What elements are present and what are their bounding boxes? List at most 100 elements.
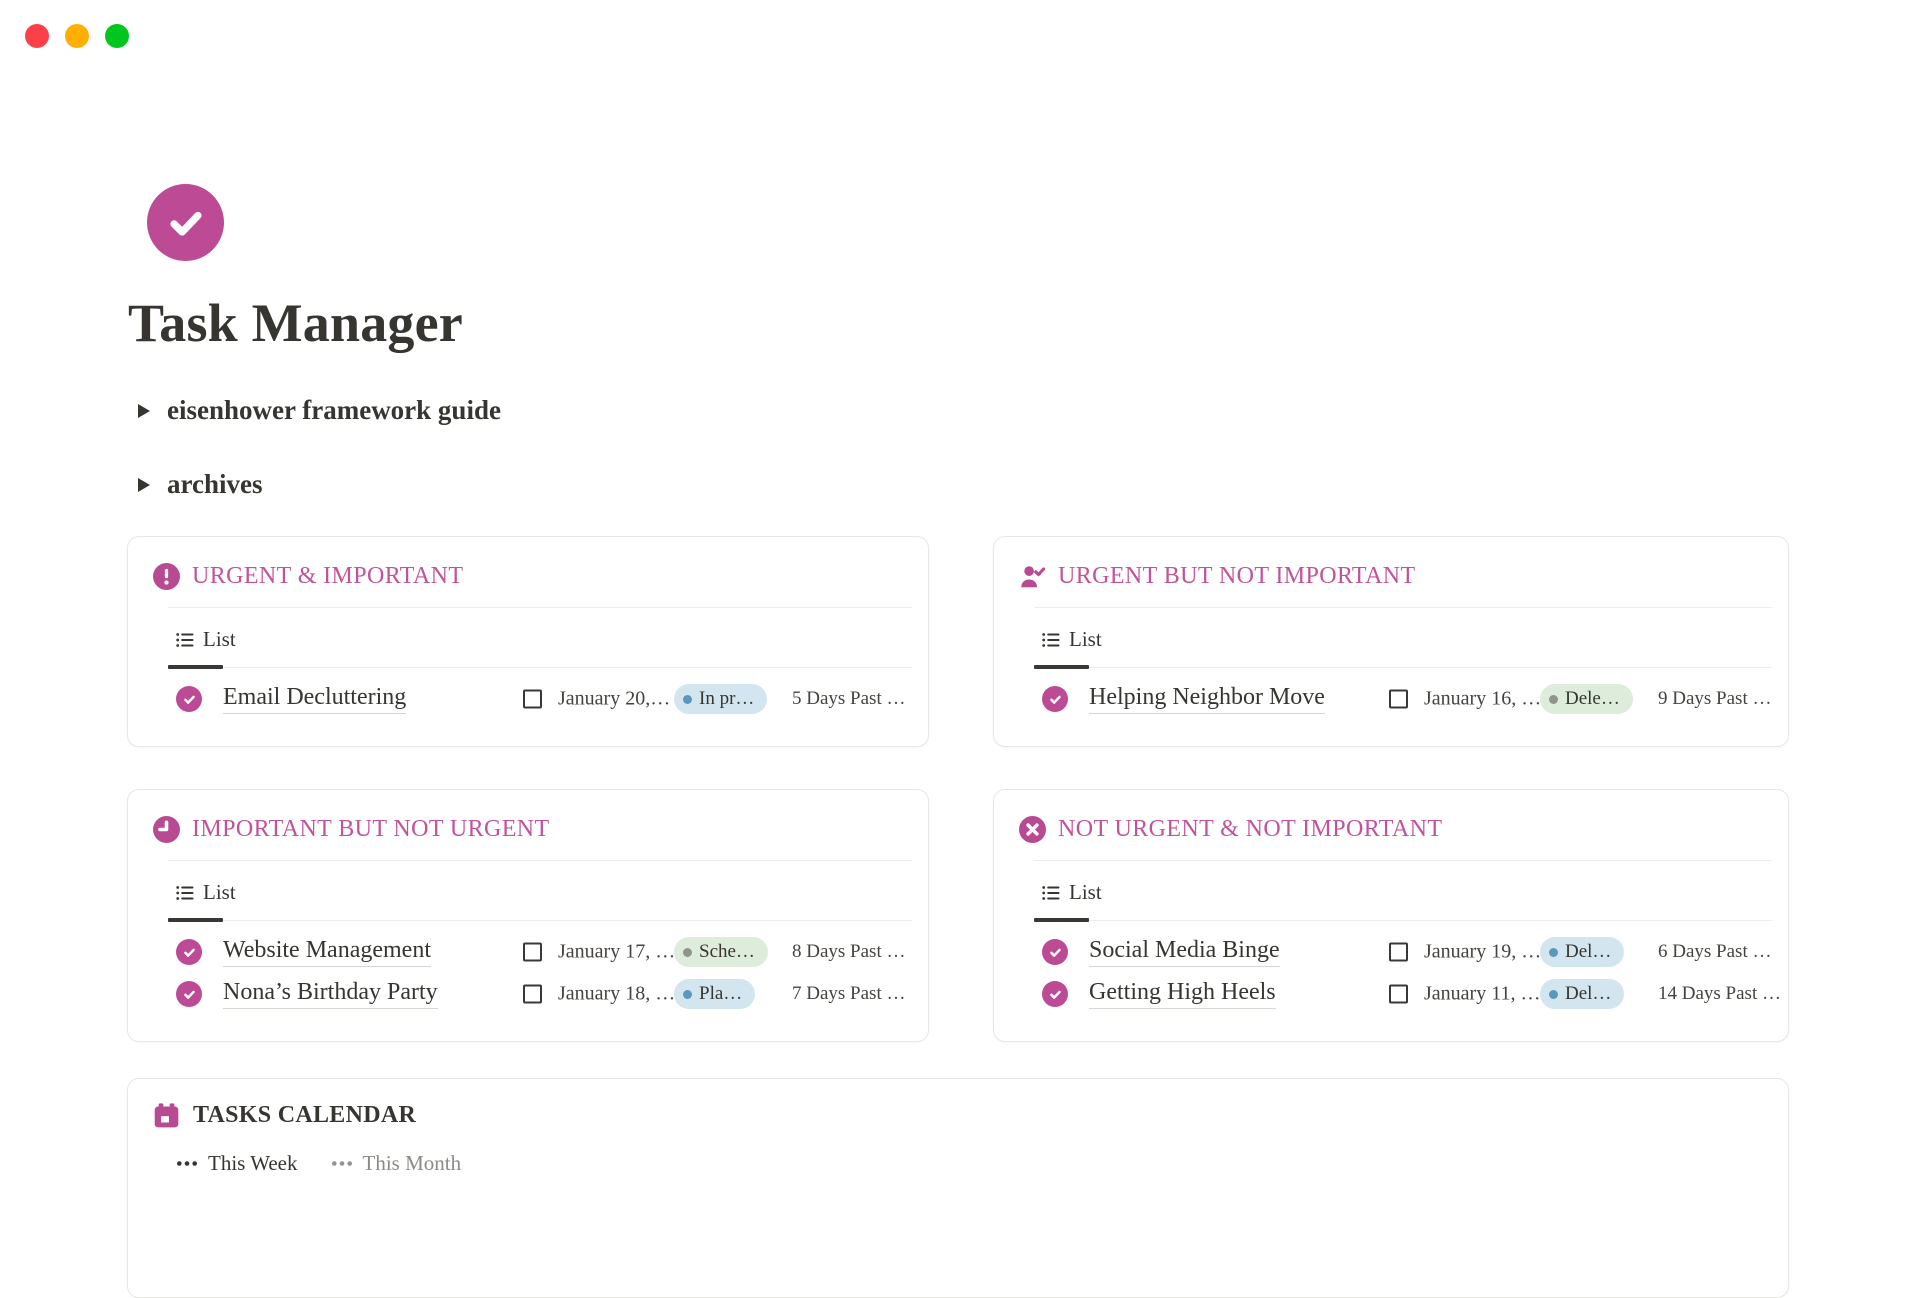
task-date[interactable]: January 11, … [1424,982,1541,1005]
quadrant-header: URGENT & IMPORTANT [153,563,912,590]
task-name[interactable]: Getting High Heels [1089,979,1276,1009]
quadrant-title[interactable]: URGENT & IMPORTANT [192,563,464,589]
active-tab-underline [1034,665,1089,669]
x-circle-icon [1019,816,1046,843]
status-label: Pla… [699,983,743,1004]
task-checkbox[interactable] [1389,689,1408,709]
task-name[interactable]: Social Media Binge [1089,937,1280,967]
task-checkbox[interactable] [523,942,542,962]
view-tabs: List [1034,608,1772,669]
task-status-badge[interactable]: In pr… [674,684,768,714]
status-label: Sche… [699,941,755,962]
list-icon [1042,631,1060,649]
task-row: Website Management January 17, … Sche… 8… [168,931,912,973]
tab-label: List [203,880,236,904]
quadrant-header: NOT URGENT & NOT IMPORTANT [1019,816,1772,843]
calendar-view-this-week[interactable]: This Week [176,1151,298,1176]
toggle-archives[interactable]: archives [138,469,263,500]
task-past-due: 9 Days Past … [1658,688,1772,709]
chevron-right-icon [138,477,150,492]
window-controls [25,24,129,48]
quadrant-header: IMPORTANT BUT NOT URGENT [153,816,912,843]
task-done-icon[interactable] [176,686,202,712]
divider [1034,860,1772,861]
status-dot-icon [683,989,692,999]
quadrant-body: List Helping Neighbor Move January 16, …… [1034,607,1772,720]
checkmark-glyph [169,211,202,236]
quadrant-card-urgent-important: URGENT & IMPORTANT List Email Declut [127,536,929,747]
status-label: Del… [1565,983,1612,1004]
task-done-icon[interactable] [1042,981,1068,1007]
calendar-header: TASKS CALENDAR [153,1102,1772,1129]
task-checkbox[interactable] [523,984,542,1004]
quadrant-title[interactable]: IMPORTANT BUT NOT URGENT [192,816,550,842]
quadrant-body: List Email Decluttering January 20,… In … [168,607,912,720]
task-name[interactable]: Nona’s Birthday Party [223,979,438,1009]
active-tab-underline [1034,918,1089,922]
status-label: In pr… [699,688,755,709]
toggle-label: archives [167,469,263,499]
status-dot-icon [683,694,692,704]
clock-icon [153,816,180,843]
page-check-circle-icon[interactable] [147,184,224,261]
status-dot-icon [1549,694,1558,704]
task-checkbox[interactable] [523,689,542,709]
task-checkbox[interactable] [1389,984,1408,1004]
page-title[interactable]: Task Manager [128,293,463,353]
quadrant-header: URGENT BUT NOT IMPORTANT [1019,563,1772,590]
task-name[interactable]: Helping Neighbor Move [1089,684,1325,714]
status-dot-icon [1549,989,1558,999]
task-done-icon[interactable] [1042,686,1068,712]
task-date[interactable]: January 16, … [1424,687,1542,710]
tab-list[interactable]: List [1042,627,1102,652]
task-date[interactable]: January 18, … [558,982,676,1005]
close-window-button[interactable] [25,24,49,48]
task-done-icon[interactable] [176,981,202,1007]
task-row: Nona’s Birthday Party January 18, … Pla…… [168,973,912,1015]
task-status-badge[interactable]: Pla… [674,979,756,1009]
calendar-title[interactable]: TASKS CALENDAR [193,1102,417,1128]
quadrant-grid: URGENT & IMPORTANT List Email Declut [127,536,1789,1042]
task-status-badge[interactable]: Del… [1540,979,1625,1009]
task-name[interactable]: Email Decluttering [223,684,407,714]
quadrant-title[interactable]: URGENT BUT NOT IMPORTANT [1058,563,1416,589]
task-name[interactable]: Website Management [223,937,431,967]
task-row: Social Media Binge January 19, … Del… 6 … [1034,931,1772,973]
list-icon [176,884,194,902]
task-done-icon[interactable] [176,939,202,965]
tab-list[interactable]: List [176,627,236,652]
status-label: Del… [1565,941,1612,962]
tasks-calendar-card: TASKS CALENDAR This Week This Month [127,1078,1789,1298]
task-row: Getting High Heels January 11, … Del… 14… [1034,973,1781,1015]
tab-list[interactable]: List [1042,880,1102,905]
zoom-window-button[interactable] [105,24,129,48]
tab-list[interactable]: List [176,880,236,905]
view-tabs: List [1034,861,1772,922]
tab-label: List [1069,880,1102,904]
quadrant-body: List Website Management January 17, … Sc… [168,860,912,1015]
task-date[interactable]: January 19, … [1424,940,1542,963]
view-tabs: List [168,608,912,669]
task-status-badge[interactable]: Sche… [674,937,768,967]
task-status-badge[interactable]: Dele… [1540,684,1633,714]
divider [168,860,912,861]
task-past-due: 5 Days Past … [792,688,906,709]
calendar-view-this-month[interactable]: This Month [331,1151,461,1176]
status-dot-icon [683,947,692,957]
exclamation-circle-icon [153,563,180,590]
tab-label: List [1069,627,1102,651]
toggle-eisenhower-framework-guide[interactable]: eisenhower framework guide [138,395,501,426]
minimize-window-button[interactable] [65,24,89,48]
task-past-due: 7 Days Past … [792,983,906,1004]
task-checkbox[interactable] [1389,942,1408,962]
task-date[interactable]: January 20,… [558,687,671,710]
task-date[interactable]: January 17, … [558,940,676,963]
task-list: Helping Neighbor Move January 16, … Dele… [1034,668,1772,720]
list-icon [176,631,194,649]
quadrant-title[interactable]: NOT URGENT & NOT IMPORTANT [1058,816,1443,842]
task-status-badge[interactable]: Del… [1540,937,1625,967]
task-list: Email Decluttering January 20,… In pr… 5… [168,668,912,720]
active-tab-underline [168,918,223,922]
divider [168,607,912,608]
task-done-icon[interactable] [1042,939,1068,965]
